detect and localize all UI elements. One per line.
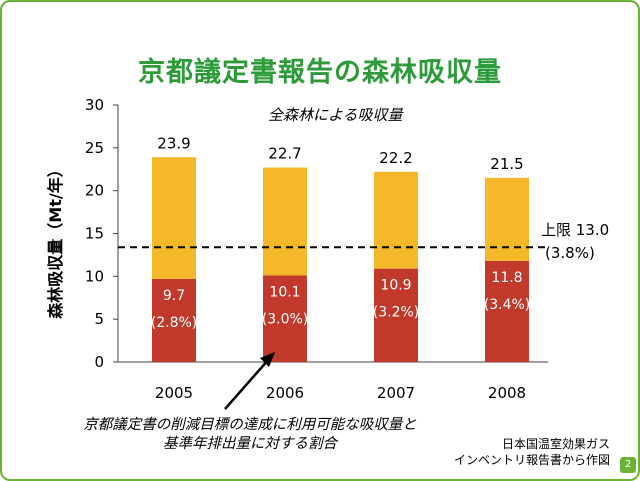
x-tick-label: 2007 <box>377 384 415 402</box>
x-tick-label: 2005 <box>155 384 193 402</box>
bar-lower-percent-label: (2.8%) <box>151 315 198 331</box>
x-tick-label: 2006 <box>266 384 304 402</box>
y-tick-label: 0 <box>94 353 104 371</box>
bar-lower-segment <box>485 260 529 362</box>
y-tick-label: 5 <box>94 310 104 328</box>
annotation-arrow-head <box>260 352 275 367</box>
reference-line-label: 上限 13.0 <box>541 221 610 239</box>
bar-lower-segment <box>263 275 307 362</box>
source-line-2: インベントリ報告書から作図 <box>453 453 610 467</box>
bar-lower-percent-label: (3.2%) <box>373 305 420 321</box>
bar-upper-segment <box>152 157 196 279</box>
y-tick-label: 25 <box>85 139 104 157</box>
annotation-arrow-group <box>224 352 275 410</box>
bar-lower-percent-label: (3.4%) <box>484 297 531 313</box>
slide-title: 京都議定書報告の森林吸収量 <box>138 57 502 88</box>
y-tick-label: 20 <box>85 182 104 200</box>
y-tick-label: 30 <box>85 96 104 114</box>
y-tick-label: 10 <box>85 267 104 285</box>
annotation-line-1: 京都議定書の削減目標の達成に利用可能な吸収量と <box>83 417 417 433</box>
chart-axes: 0 5 10 15 20 25 30 2005 2006 2007 2008 <box>85 96 548 402</box>
annotation-line-2: 基準年排出量に対する割合 <box>163 436 337 452</box>
chart-subtitle: 全森林による吸収量 <box>268 106 403 124</box>
reference-line-sublabel: (3.8%) <box>545 244 595 262</box>
bar-lower-segment <box>152 278 196 362</box>
bar-lower-value-label: 9.7 <box>163 288 185 304</box>
page-number: 2 <box>620 457 636 473</box>
y-axis-label: 森林吸収量（Mt/年） <box>46 161 65 319</box>
x-tick-label: 2008 <box>488 384 526 402</box>
bar-upper-segment <box>374 171 418 269</box>
bar-total-label: 22.2 <box>379 149 412 167</box>
bar-lower-percent-label: (3.0%) <box>262 311 309 327</box>
bar-lower-value-label: 11.8 <box>491 270 522 286</box>
chart-labels: 23.9 9.7 (2.8%) 22.7 10.1 (3.0%) 22.2 10.9 (3.2%… <box>151 134 531 331</box>
bar-lower-value-label: 10.9 <box>380 278 411 294</box>
bar-total-label: 21.5 <box>490 155 523 173</box>
y-tick-label: 15 <box>85 225 104 243</box>
bar-total-label: 22.7 <box>268 145 301 163</box>
bar-upper-segment <box>263 167 307 276</box>
bar-total-label: 23.9 <box>157 134 190 152</box>
source-line-1: 日本国温室効果ガス <box>501 437 610 451</box>
annotation-arrow-line <box>224 358 270 410</box>
bar-upper-segment <box>485 177 529 261</box>
chart-bars <box>152 157 529 362</box>
bar-lower-value-label: 10.1 <box>269 284 300 300</box>
bar-lower-segment <box>374 268 418 362</box>
annotation-note: 京都議定書の削減目標の達成に利用可能な吸収量と 基準年排出量に対する割合 <box>60 416 440 454</box>
source-note: 日本国温室効果ガス インベントリ報告書から作図 <box>454 436 610 468</box>
